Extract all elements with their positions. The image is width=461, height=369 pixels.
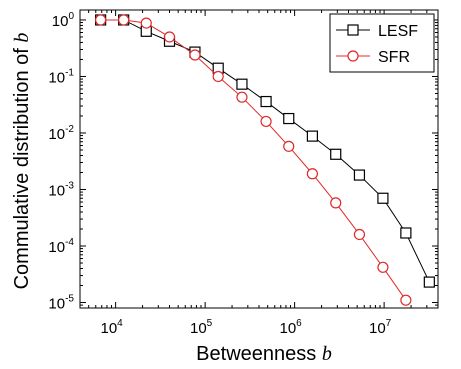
data-point — [400, 227, 412, 239]
data-point — [330, 197, 342, 209]
data-point — [163, 31, 176, 43]
data-point — [236, 91, 248, 103]
legend-label: SFR — [378, 49, 410, 66]
data-point — [212, 70, 224, 83]
data-point — [236, 78, 248, 90]
x-axis-label: Betweenness b — [196, 343, 332, 365]
x-tick-label: 104 — [100, 318, 123, 337]
x-tick-label: 107 — [369, 318, 392, 337]
data-point — [189, 49, 201, 61]
y-axis-label: Commulative distribution of b — [11, 33, 33, 290]
legend-item-lesf: LESF — [336, 23, 418, 40]
legend: LESF SFR — [329, 13, 435, 73]
axis-ticks — [79, 10, 439, 309]
data-point — [283, 140, 295, 152]
legend-marker — [347, 24, 359, 36]
data-point — [95, 14, 107, 26]
data-point — [118, 14, 130, 26]
data-point — [377, 192, 389, 204]
data-point — [377, 261, 389, 273]
y-tick-label: 10-3 — [48, 180, 74, 199]
data-point — [260, 115, 272, 128]
data-point — [306, 130, 318, 142]
data-point — [353, 228, 366, 241]
axis-tick-labels: 104 105 106 107 100 10-1 10-2 10-3 10-4 10-5 — [48, 11, 391, 337]
y-tick-label: 10-1 — [48, 67, 74, 86]
data-point — [330, 148, 342, 160]
series-layer — [95, 14, 435, 306]
x-tick-label: 105 — [190, 318, 213, 337]
data-point — [260, 95, 272, 108]
data-point — [283, 112, 295, 125]
legend-marker — [347, 50, 359, 62]
series-sfr — [95, 14, 412, 306]
y-tick-label: 10-2 — [48, 124, 74, 143]
data-point — [400, 294, 412, 306]
y-tick-label: 10-4 — [48, 237, 74, 256]
data-point — [353, 169, 366, 181]
y-tick-label: 100 — [52, 11, 75, 30]
legend-item-sfr: SFR — [336, 49, 410, 66]
data-point — [423, 276, 435, 288]
legend-label: LESF — [378, 23, 418, 40]
data-point — [140, 17, 152, 29]
y-tick-label: 10-5 — [48, 294, 74, 313]
data-point — [306, 168, 318, 180]
x-tick-label: 106 — [279, 318, 302, 337]
legend-box — [329, 13, 435, 73]
